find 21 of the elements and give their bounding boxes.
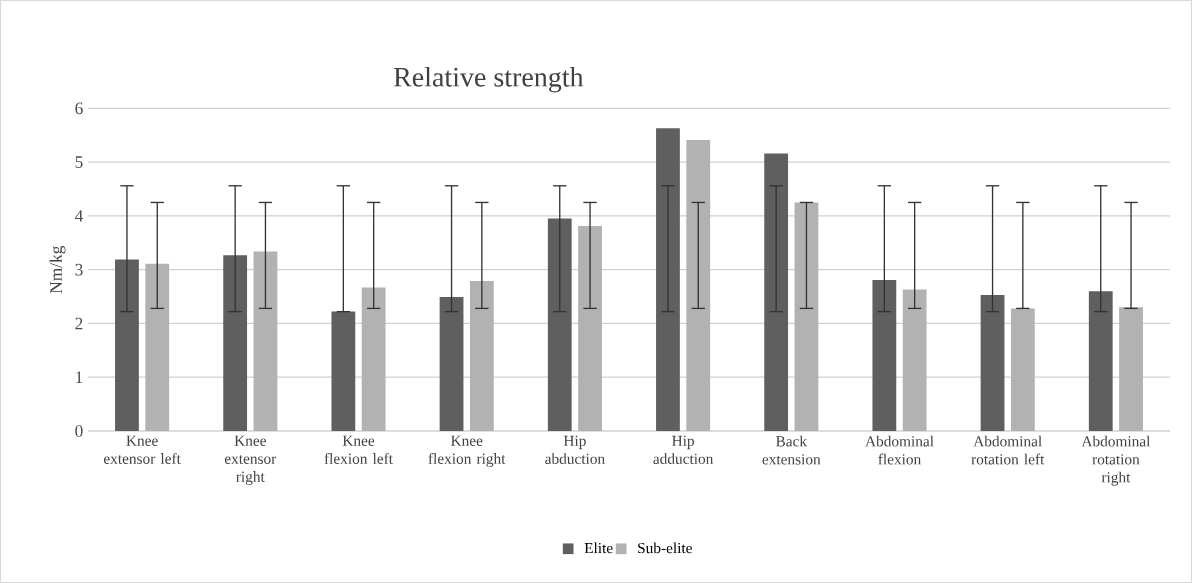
y-axis-title: Nm/kg <box>49 245 66 294</box>
legend-label: Sub-elite <box>638 542 692 554</box>
x-tick-label: Hip adduction <box>653 435 714 465</box>
legend-label: Elite <box>584 542 613 554</box>
x-tick-label: Abdominal rotation right <box>1081 435 1151 486</box>
x-tick-label: Abdominal flexion <box>865 435 934 465</box>
y-tick-label: 4 <box>74 210 84 222</box>
x-tick-label: Knee flexion left <box>324 435 393 464</box>
x-tick-label: Knee extensor right <box>224 435 277 486</box>
y-tick-label: 6 <box>75 102 83 115</box>
y-tick-label: 5 <box>75 156 83 168</box>
y-tick-label: 3 <box>75 263 83 276</box>
y-tick-label: 1 <box>76 371 83 383</box>
chart-title: Relative strength <box>393 66 584 93</box>
y-tick-label: 2 <box>75 317 83 330</box>
x-tick-label: Back extension <box>762 435 821 465</box>
y-tick-label: 0 <box>75 425 83 437</box>
x-tick-label: Knee flexion right <box>428 435 506 468</box>
x-tick-label: Knee extensor left <box>103 435 181 464</box>
x-tick-label: Hip abduction <box>545 435 605 465</box>
x-tick-label: Abdominal rotation left <box>971 435 1045 465</box>
